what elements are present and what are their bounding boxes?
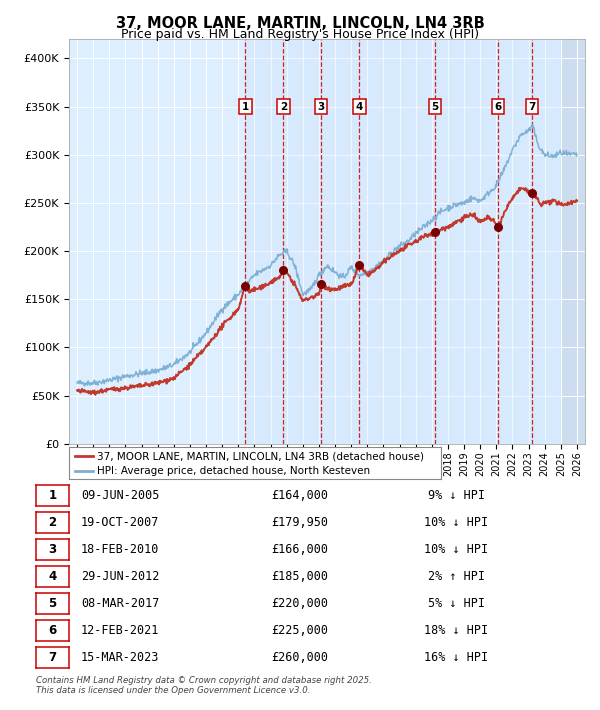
Text: HPI: Average price, detached house, North Kesteven: HPI: Average price, detached house, Nort… <box>97 466 370 476</box>
Bar <box>245 39 283 444</box>
Text: 19-OCT-2007: 19-OCT-2007 <box>81 516 159 529</box>
Text: £260,000: £260,000 <box>271 651 329 664</box>
Text: 6: 6 <box>494 102 502 111</box>
Text: 18-FEB-2010: 18-FEB-2010 <box>81 543 159 556</box>
Text: 5: 5 <box>431 102 439 111</box>
Text: 4: 4 <box>49 570 56 584</box>
Text: 29-JUN-2012: 29-JUN-2012 <box>81 570 159 583</box>
Text: 08-MAR-2017: 08-MAR-2017 <box>81 597 159 610</box>
Text: £225,000: £225,000 <box>271 624 329 637</box>
Text: 5% ↓ HPI: 5% ↓ HPI <box>427 597 485 610</box>
Text: 09-JUN-2005: 09-JUN-2005 <box>81 489 159 502</box>
Text: 9% ↓ HPI: 9% ↓ HPI <box>427 489 485 502</box>
Text: 4: 4 <box>356 102 363 111</box>
Text: 7: 7 <box>49 651 56 665</box>
Bar <box>498 39 532 444</box>
Text: 12-FEB-2021: 12-FEB-2021 <box>81 624 159 637</box>
Text: 7: 7 <box>528 102 536 111</box>
Bar <box>359 39 435 444</box>
Text: 6: 6 <box>49 624 56 638</box>
Text: 2: 2 <box>280 102 287 111</box>
Bar <box>561 39 585 444</box>
Text: 37, MOOR LANE, MARTIN, LINCOLN, LN4 3RB (detached house): 37, MOOR LANE, MARTIN, LINCOLN, LN4 3RB … <box>97 451 424 461</box>
Text: 2: 2 <box>49 516 56 530</box>
Text: 3: 3 <box>317 102 325 111</box>
Text: 15-MAR-2023: 15-MAR-2023 <box>81 651 159 664</box>
Bar <box>283 39 321 444</box>
Text: 10% ↓ HPI: 10% ↓ HPI <box>424 516 488 529</box>
Text: 10% ↓ HPI: 10% ↓ HPI <box>424 543 488 556</box>
Bar <box>435 39 498 444</box>
Text: £185,000: £185,000 <box>271 570 329 583</box>
Bar <box>532 39 561 444</box>
Text: Price paid vs. HM Land Registry's House Price Index (HPI): Price paid vs. HM Land Registry's House … <box>121 28 479 41</box>
Text: 2% ↑ HPI: 2% ↑ HPI <box>427 570 485 583</box>
Text: £179,950: £179,950 <box>271 516 329 529</box>
Bar <box>321 39 359 444</box>
Text: £164,000: £164,000 <box>271 489 329 502</box>
Text: 37, MOOR LANE, MARTIN, LINCOLN, LN4 3RB: 37, MOOR LANE, MARTIN, LINCOLN, LN4 3RB <box>116 16 484 31</box>
Text: 18% ↓ HPI: 18% ↓ HPI <box>424 624 488 637</box>
Text: 1: 1 <box>49 489 56 503</box>
Text: 5: 5 <box>49 597 56 611</box>
Text: Contains HM Land Registry data © Crown copyright and database right 2025.
This d: Contains HM Land Registry data © Crown c… <box>36 676 372 695</box>
Text: £220,000: £220,000 <box>271 597 329 610</box>
Bar <box>561 39 585 444</box>
Text: 16% ↓ HPI: 16% ↓ HPI <box>424 651 488 664</box>
Text: 3: 3 <box>49 543 56 557</box>
Text: £166,000: £166,000 <box>271 543 329 556</box>
Text: 1: 1 <box>242 102 249 111</box>
